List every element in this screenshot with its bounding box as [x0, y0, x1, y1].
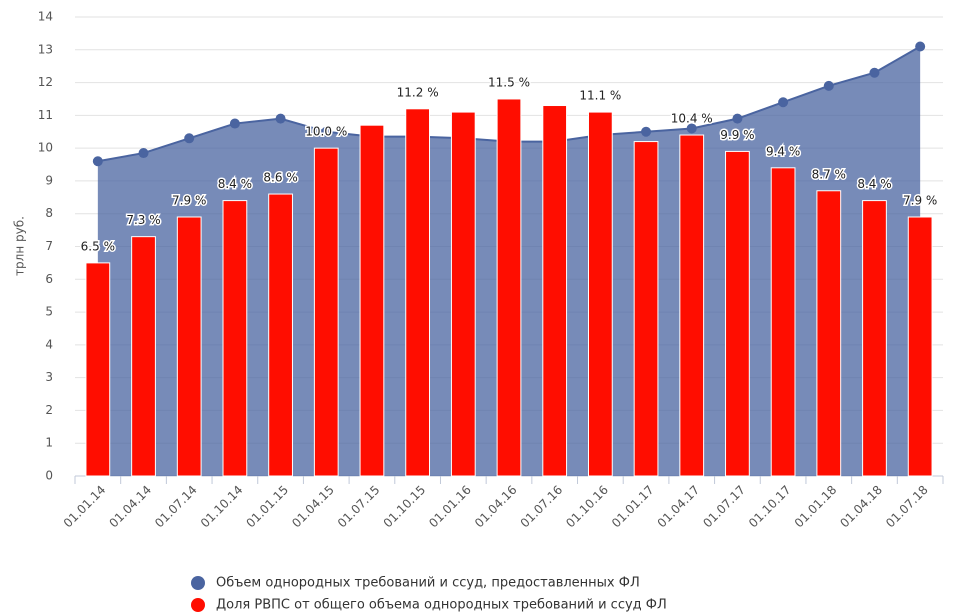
x-tick-label: 01.10.17	[746, 483, 794, 531]
y-tick-label: 6	[45, 272, 53, 286]
y-tick-label: 14	[38, 10, 53, 24]
x-tick-label: 01.10.15	[381, 483, 429, 531]
bar	[359, 124, 385, 477]
x-tick-label: 01.07.17	[700, 483, 748, 531]
x-tick-label: 01.04.16	[472, 483, 520, 531]
y-tick-label: 0	[45, 469, 53, 483]
area-point	[732, 113, 743, 124]
data-label: 9.4 %	[766, 144, 800, 158]
x-tick-label: 01.07.14	[152, 483, 200, 531]
area-point	[138, 148, 149, 159]
y-tick-label: 8	[45, 206, 53, 220]
bar	[268, 193, 293, 477]
data-label: 6.5 %	[81, 239, 115, 253]
area-point	[229, 118, 240, 129]
x-tick-label: 01.04.15	[289, 483, 337, 531]
bar	[633, 141, 659, 477]
legend-label: Доля РВПС от общего объема однородных тр…	[216, 598, 667, 613]
data-label: 11.2 %	[397, 85, 439, 99]
y-tick-label: 9	[45, 173, 53, 187]
area-point	[686, 123, 697, 134]
data-label: 11.1 %	[579, 89, 621, 103]
y-tick-label: 3	[45, 370, 53, 384]
x-tick-label: 01.07.16	[518, 483, 566, 531]
area-point	[869, 67, 880, 78]
y-tick-label: 11	[38, 108, 53, 122]
area-point	[823, 80, 834, 91]
data-label: 7.3 %	[126, 213, 160, 227]
area-point	[92, 156, 103, 167]
bar	[587, 111, 613, 477]
y-tick-label: 13	[38, 42, 53, 56]
bar	[405, 108, 431, 477]
area-point	[915, 41, 926, 52]
area-point	[778, 97, 789, 108]
x-tick-label: 01.04.14	[106, 483, 154, 531]
x-tick-label: 01.04.17	[655, 483, 703, 531]
y-tick-label: 2	[45, 403, 53, 417]
x-tick-label: 01.10.14	[198, 483, 246, 531]
y-tick-label: 7	[45, 239, 53, 253]
x-tick-label: 01.01.16	[426, 483, 474, 531]
x-tick-label: 01.01.18	[792, 483, 840, 531]
data-label: 8.6 %	[263, 171, 297, 185]
legend-label: Объем однородных требований и ссуд, пред…	[216, 576, 640, 591]
x-tick-label: 01.04.18	[837, 483, 885, 531]
area-point	[641, 126, 652, 137]
data-label: 10.0 %	[305, 125, 347, 139]
y-tick-label: 4	[45, 337, 53, 351]
bar	[816, 190, 842, 477]
bar	[862, 200, 887, 477]
bar	[450, 111, 476, 477]
data-label: 8.4 %	[857, 177, 891, 191]
data-label: 11.5 %	[488, 75, 530, 89]
legend-marker	[191, 576, 205, 590]
x-tick-label: 01.01.17	[609, 483, 657, 531]
bar	[907, 216, 933, 477]
data-label: 10.4 %	[671, 112, 713, 126]
y-tick-label: 5	[45, 305, 53, 319]
bar	[176, 216, 202, 477]
y-tick-label: 12	[38, 75, 53, 89]
x-tick-label: 01.01.14	[61, 483, 109, 531]
bar	[496, 98, 522, 477]
area-point	[275, 113, 286, 124]
data-label: 7.9 %	[172, 193, 206, 207]
x-tick-label: 01.07.15	[335, 483, 383, 531]
bar	[770, 167, 796, 477]
bar	[85, 262, 111, 477]
x-tick-label: 01.07.18	[883, 483, 931, 531]
area-point	[184, 133, 195, 144]
bar	[725, 150, 750, 477]
y-tick-label: 1	[45, 436, 53, 450]
y-axis-label: трлн руб.	[13, 216, 27, 276]
y-tick-label: 10	[38, 141, 53, 155]
data-label: 9.9 %	[720, 128, 754, 142]
bar	[679, 134, 705, 477]
data-label: 7.9 %	[903, 193, 937, 207]
x-tick-label: 01.10.16	[563, 483, 611, 531]
bar	[222, 200, 248, 477]
legend-marker	[191, 598, 205, 612]
x-tick-label: 01.01.15	[243, 483, 291, 531]
bar	[542, 105, 568, 477]
data-label: 8.4 %	[218, 177, 252, 191]
bar	[313, 147, 339, 477]
area-point	[321, 126, 332, 137]
bar	[131, 236, 156, 477]
data-label: 8.7 %	[812, 167, 846, 181]
